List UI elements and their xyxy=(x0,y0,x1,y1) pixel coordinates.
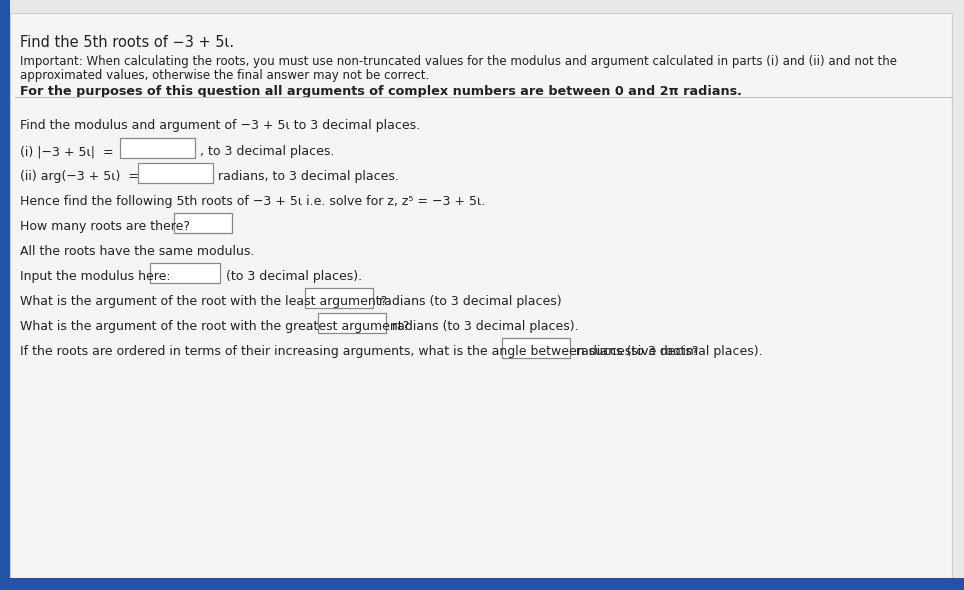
Text: What is the argument of the root with the greatest argument?: What is the argument of the root with th… xyxy=(20,320,410,333)
Text: , to 3 decimal places.: , to 3 decimal places. xyxy=(200,145,335,158)
Text: radians (to 3 decimal places).: radians (to 3 decimal places). xyxy=(576,345,763,358)
Text: (to 3 decimal places).: (to 3 decimal places). xyxy=(226,270,362,283)
Text: For the purposes of this question all arguments of complex numbers are between 0: For the purposes of this question all ar… xyxy=(20,85,742,98)
Text: Input the modulus here:: Input the modulus here: xyxy=(20,270,171,283)
FancyBboxPatch shape xyxy=(174,213,232,233)
Text: radians (to 3 decimal places): radians (to 3 decimal places) xyxy=(379,295,562,308)
FancyBboxPatch shape xyxy=(305,288,373,308)
FancyBboxPatch shape xyxy=(120,138,195,158)
Text: (ii) arg(−3 + 5ι)  =: (ii) arg(−3 + 5ι) = xyxy=(20,170,139,183)
Text: Hence find the following 5th roots of −3 + 5ι i.e. solve for z, z⁵ = −3 + 5ι.: Hence find the following 5th roots of −3… xyxy=(20,195,485,208)
Text: All the roots have the same modulus.: All the roots have the same modulus. xyxy=(20,245,254,258)
Bar xyxy=(0,578,964,590)
Bar xyxy=(0,0,10,590)
Text: radians (to 3 decimal places).: radians (to 3 decimal places). xyxy=(392,320,578,333)
Text: Find the modulus and argument of −3 + 5ι to 3 decimal places.: Find the modulus and argument of −3 + 5ι… xyxy=(20,119,420,132)
Text: If the roots are ordered in terms of their increasing arguments, what is the ang: If the roots are ordered in terms of the… xyxy=(20,345,699,358)
Text: (i) |−3 + 5ι|  =: (i) |−3 + 5ι| = xyxy=(20,145,114,158)
FancyBboxPatch shape xyxy=(502,338,570,358)
Text: approximated values, otherwise the final answer may not be correct.: approximated values, otherwise the final… xyxy=(20,69,429,82)
Text: How many roots are there?: How many roots are there? xyxy=(20,220,190,233)
FancyBboxPatch shape xyxy=(150,263,220,283)
Text: Important: When calculating the roots, you must use non-truncated values for the: Important: When calculating the roots, y… xyxy=(20,55,897,68)
FancyBboxPatch shape xyxy=(138,163,213,183)
Text: radians, to 3 decimal places.: radians, to 3 decimal places. xyxy=(218,170,399,183)
Text: What is the argument of the root with the least argument?: What is the argument of the root with th… xyxy=(20,295,388,308)
FancyBboxPatch shape xyxy=(318,313,386,333)
FancyBboxPatch shape xyxy=(10,13,952,578)
Text: Find the 5th roots of −3 + 5ι.: Find the 5th roots of −3 + 5ι. xyxy=(20,35,234,50)
